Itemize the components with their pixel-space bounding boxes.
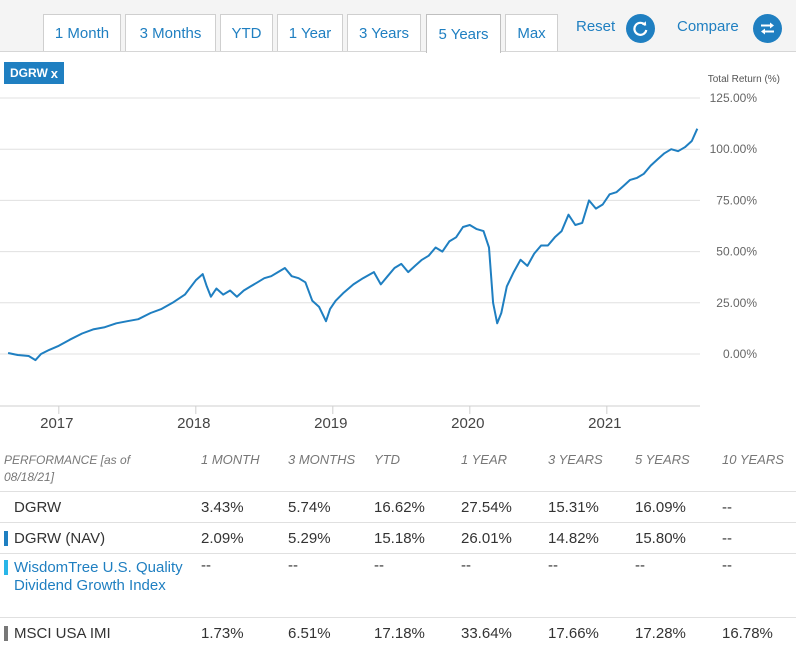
table-cell: 1.73% — [201, 625, 244, 642]
tab-5-years[interactable]: 5 Years — [426, 14, 501, 53]
table-row: DGRW (NAV) 2.09% 5.29% 15.18% 26.01% 14.… — [0, 523, 796, 554]
tab-3-years[interactable]: 3 Years — [347, 14, 421, 51]
table-cell: 6.51% — [288, 625, 331, 642]
table-cell: 16.62% — [374, 499, 425, 516]
y-tick-label: 125.00% — [710, 91, 758, 105]
performance-table: PERFORMANCE [as of 08/18/21] 1 MONTH 3 M… — [0, 437, 796, 652]
x-tick-label: 2018 — [177, 415, 210, 432]
tab-3-months[interactable]: 3 Months — [125, 14, 216, 51]
compare-button[interactable] — [753, 14, 782, 43]
table-cell: 2.09% — [201, 530, 244, 547]
table-row: WisdomTree U.S. Quality Dividend Growth … — [0, 554, 796, 618]
table-cell: 15.18% — [374, 530, 425, 547]
table-cell: 17.28% — [635, 625, 686, 642]
row-name: DGRW (NAV) — [14, 530, 106, 547]
table-cell: -- — [722, 557, 732, 574]
compare-link[interactable]: Compare — [677, 18, 739, 35]
x-tick-label: 2020 — [451, 415, 484, 432]
table-row: MSCI USA IMI 1.73% 6.51% 17.18% 33.64% 1… — [0, 618, 796, 652]
table-row: DGRW 3.43% 5.74% 16.62% 27.54% 15.31% 16… — [0, 492, 796, 523]
range-selector-bar: 1 Month 3 Months YTD 1 Year 3 Years 5 Ye… — [0, 0, 796, 53]
row-name: MSCI USA IMI — [14, 625, 111, 642]
table-cell: 17.66% — [548, 625, 599, 642]
swap-arrows-icon — [761, 22, 774, 35]
table-cell: 14.82% — [548, 530, 599, 547]
y-axis-title: Total Return (%) — [707, 74, 780, 85]
performance-header-row: PERFORMANCE [as of 08/18/21] 1 MONTH 3 M… — [0, 437, 796, 492]
col-1-year: 1 YEAR — [461, 452, 508, 467]
table-cell: 3.43% — [201, 499, 244, 516]
col-5-years: 5 YEARS — [635, 452, 690, 467]
x-tick-label: 2019 — [314, 415, 347, 432]
index-link[interactable]: WisdomTree U.S. Quality Dividend Growth … — [14, 559, 183, 594]
y-tick-label: 75.00% — [716, 193, 757, 207]
tab-1-month[interactable]: 1 Month — [43, 14, 121, 51]
col-ytd: YTD — [374, 452, 400, 467]
table-cell: -- — [288, 557, 298, 574]
y-tick-label: 50.00% — [716, 245, 757, 259]
series-chip-label: DGRW — [10, 66, 48, 80]
series-color-marker — [4, 626, 8, 641]
table-cell: 26.01% — [461, 530, 512, 547]
col-1-month: 1 MONTH — [201, 452, 260, 467]
table-cell: -- — [635, 557, 645, 574]
col-3-months: 3 MONTHS — [288, 452, 356, 467]
remove-series-icon[interactable]: x — [50, 65, 59, 81]
total-return-chart: 125.00% 100.00% 75.00% 50.00% 25.00% 0.00% 20… — [0, 91, 758, 432]
series-color-marker — [4, 531, 8, 546]
series-color-marker — [4, 560, 8, 575]
table-cell: 33.64% — [461, 625, 512, 642]
tab-1-year[interactable]: 1 Year — [277, 14, 343, 51]
table-cell: 5.74% — [288, 499, 331, 516]
reset-link[interactable]: Reset — [576, 18, 616, 35]
col-3-years: 3 YEARS — [548, 452, 603, 467]
table-cell: -- — [548, 557, 558, 574]
series-line-dgrw — [7, 128, 699, 362]
table-cell: -- — [722, 530, 732, 547]
row-name: DGRW — [14, 499, 62, 516]
y-tick-label: 25.00% — [716, 296, 757, 310]
table-cell: 5.29% — [288, 530, 331, 547]
x-tick-label: 2021 — [588, 415, 621, 432]
table-cell: 17.18% — [374, 625, 425, 642]
table-cell: 15.80% — [635, 530, 686, 547]
y-tick-label: 0.00% — [723, 347, 757, 361]
tab-ytd[interactable]: YTD — [220, 14, 273, 51]
reset-button[interactable] — [626, 14, 655, 43]
table-cell: 16.09% — [635, 499, 686, 516]
y-tick-label: 100.00% — [710, 142, 758, 156]
table-cell: -- — [722, 499, 732, 516]
x-tick-label: 2017 — [40, 415, 73, 432]
table-cell: -- — [201, 557, 211, 574]
col-10-years: 10 YEARS — [722, 452, 784, 467]
table-cell: 15.31% — [548, 499, 599, 516]
table-cell: -- — [374, 557, 384, 574]
series-chip-dgrw[interactable]: DGRW x — [4, 62, 65, 84]
tab-max[interactable]: Max — [505, 14, 558, 51]
refresh-icon — [633, 21, 648, 36]
table-cell: 16.78% — [722, 625, 773, 642]
performance-as-of-label: PERFORMANCE [as of 08/18/21] — [4, 453, 131, 484]
table-cell: 27.54% — [461, 499, 512, 516]
table-cell: -- — [461, 557, 471, 574]
